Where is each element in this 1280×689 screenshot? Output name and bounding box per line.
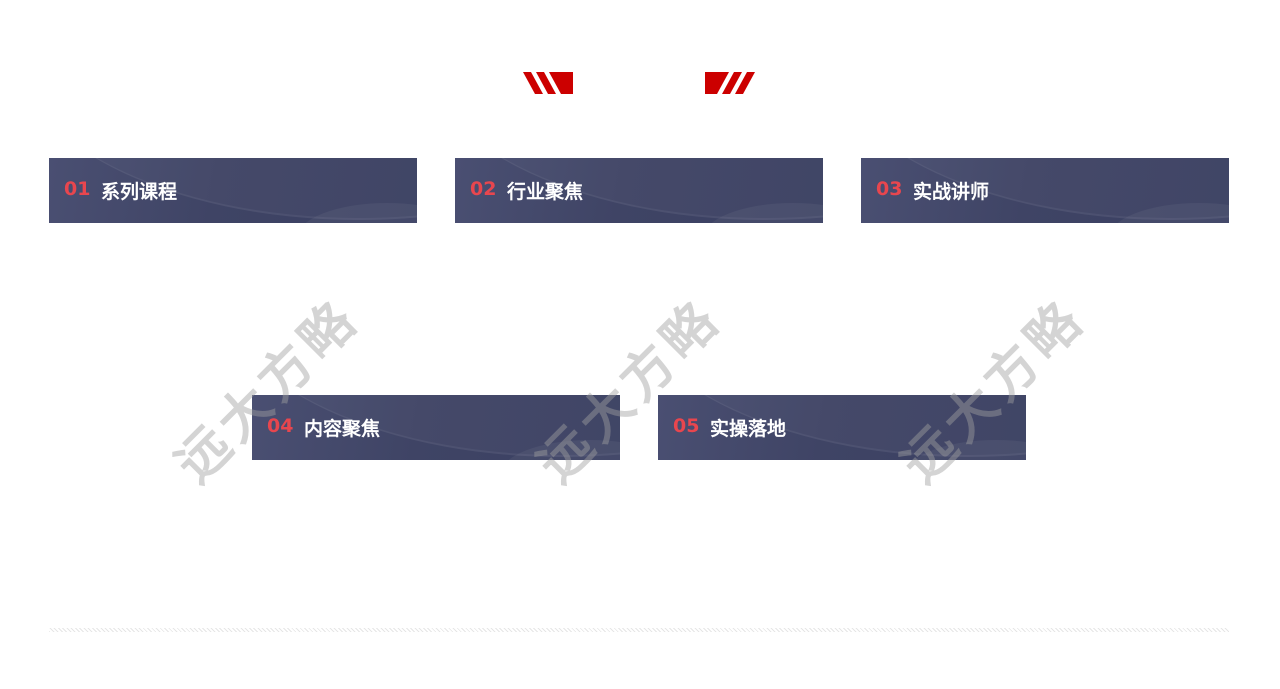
watermark: 远大方略 [164, 288, 372, 495]
card-label: 系列课程 [101, 181, 178, 203]
card-number: 02 [470, 178, 497, 200]
card-number: 03 [876, 178, 903, 200]
card-label: 实操落地 [710, 418, 787, 440]
watermark: 远大方略 [890, 288, 1098, 495]
card-label: 内容聚焦 [304, 418, 381, 440]
title-right-stripes-icon [705, 72, 755, 94]
card-series-courses: 01 系列课程 [49, 158, 417, 223]
card-practical-lecturers: 03 实战讲师 [861, 158, 1229, 223]
card-practical-implementation: 05 实操落地 [658, 395, 1026, 460]
card-number: 05 [673, 415, 700, 437]
card-content-focus: 04 内容聚焦 [252, 395, 620, 460]
watermark: 远大方略 [526, 288, 734, 495]
title-left-stripes-icon [523, 72, 573, 94]
card-label: 行业聚焦 [507, 181, 584, 203]
card-number: 04 [267, 415, 294, 437]
footer-divider [49, 628, 1229, 632]
card-industry-focus: 02 行业聚焦 [455, 158, 823, 223]
card-number: 01 [64, 178, 91, 200]
card-label: 实战讲师 [913, 181, 990, 203]
